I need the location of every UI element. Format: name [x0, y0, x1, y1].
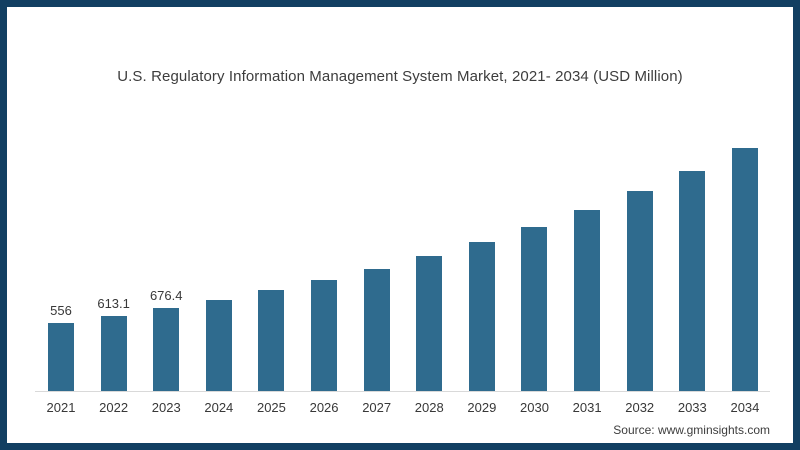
bar-value-label: 613.1	[97, 296, 130, 311]
bar-column: 2031	[573, 7, 602, 415]
bar-column: 2029	[467, 7, 496, 415]
x-tick-label: 2032	[625, 400, 655, 415]
bar-column: 2034	[730, 7, 759, 415]
bar-column: 2026	[310, 7, 339, 415]
bar-2023	[153, 308, 180, 391]
bar-column: 556 2021	[47, 7, 76, 415]
bar-column: 676.4 2023	[150, 7, 183, 415]
chart-title: U.S. Regulatory Information Management S…	[117, 68, 683, 85]
x-tick-label: 2033	[677, 400, 707, 415]
bar-2025	[258, 290, 285, 391]
bar-2026	[311, 280, 338, 391]
bar-column: 613.1 2022	[97, 7, 130, 415]
x-tick-label: 2026	[309, 400, 339, 415]
x-tick-label: 2030	[520, 400, 549, 415]
bar-2028	[416, 256, 443, 391]
bar-column: 2024	[204, 7, 233, 415]
bar-column: 2025	[257, 7, 286, 415]
bar-2027	[363, 269, 390, 391]
bar-2034	[731, 148, 758, 391]
bar-2030	[521, 227, 548, 391]
source-attribution: Source: www.gminsights.com	[613, 423, 770, 437]
bar-value-label: 556	[50, 303, 72, 318]
bar-column: 2028	[415, 7, 444, 415]
bar-value-label: 676.4	[149, 288, 183, 303]
plot-area: 556 2021 613.1 2022 676.4 2023 2024 2025 2026 202…	[7, 7, 793, 415]
x-axis-line	[35, 391, 770, 392]
bar-column: 2030	[520, 7, 549, 415]
x-tick-label: 2029	[467, 400, 497, 415]
bar-column: 2033	[678, 7, 707, 415]
x-tick-label: 2024	[204, 400, 234, 415]
x-tick-label: 2025	[256, 400, 286, 415]
bars-container: 556 2021 613.1 2022 676.4 2023 2024 2025 2026 202…	[47, 7, 759, 415]
bar-column: 2027	[362, 7, 391, 415]
x-tick-label: 2034	[730, 400, 760, 415]
x-tick-label: 2023	[151, 400, 181, 415]
bar-2032	[626, 191, 653, 391]
bar-2033	[679, 171, 706, 391]
bar-2021	[48, 323, 74, 391]
bar-2031	[574, 210, 601, 391]
bar-2024	[205, 300, 232, 391]
x-tick-label: 2031	[572, 400, 602, 415]
x-tick-label: 2027	[362, 400, 392, 415]
x-tick-label: 2022	[99, 400, 129, 415]
x-tick-label: 2028	[414, 400, 444, 415]
x-tick-label: 2021	[46, 400, 76, 415]
bar-2029	[468, 242, 495, 391]
bar-column: 2032	[625, 7, 654, 415]
bar-2022	[100, 316, 127, 391]
